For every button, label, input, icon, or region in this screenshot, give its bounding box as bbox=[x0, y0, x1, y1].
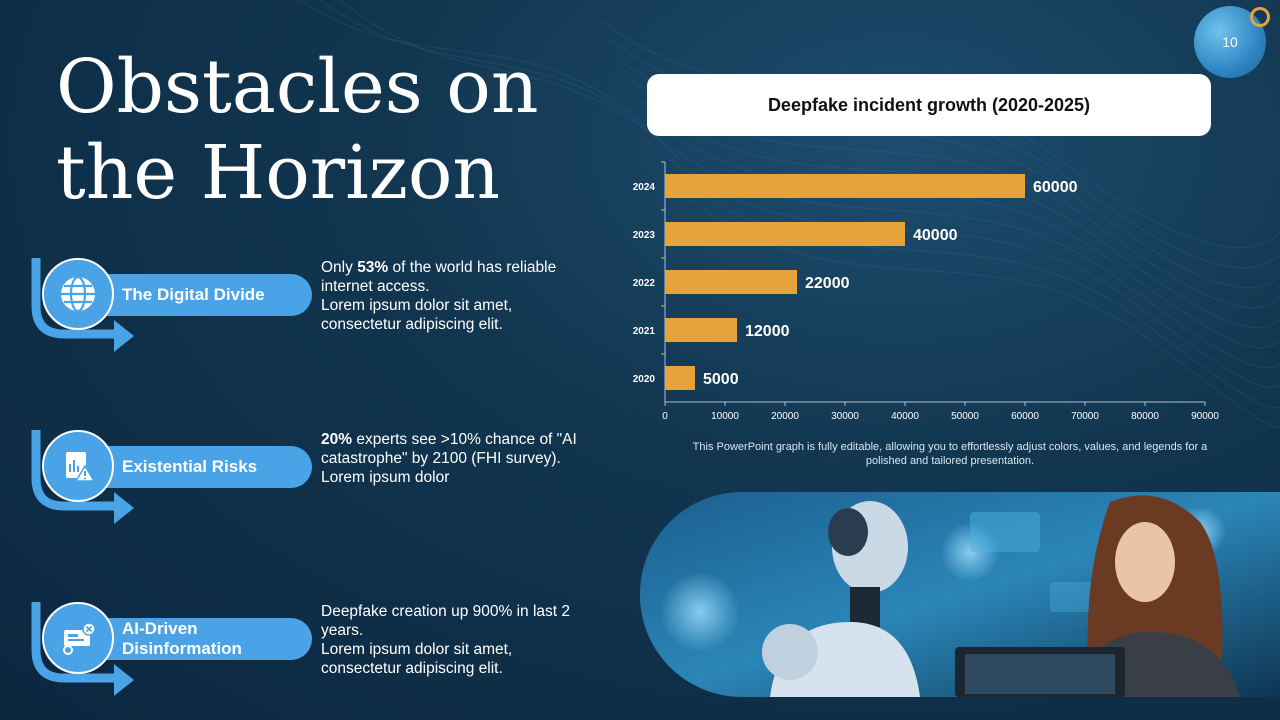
y-tick-label: 2023 bbox=[633, 230, 656, 241]
bracket-arrow bbox=[31, 430, 134, 524]
x-tick-label: 40000 bbox=[891, 411, 919, 422]
x-tick-label: 60000 bbox=[1011, 411, 1039, 422]
chart-note: This PowerPoint graph is fully editable,… bbox=[692, 441, 1208, 467]
slide-title: Obstacles on the Horizon bbox=[56, 44, 616, 216]
x-tick-label: 80000 bbox=[1131, 411, 1159, 422]
highlight-stat: 20% bbox=[321, 431, 353, 448]
x-tick-label: 30000 bbox=[831, 411, 859, 422]
x-tick-label: 20000 bbox=[771, 411, 799, 422]
data-label-2020: 5000 bbox=[703, 371, 739, 388]
decorative-ring bbox=[1250, 7, 1270, 27]
x-tick-label: 10000 bbox=[711, 411, 739, 422]
bar-2024 bbox=[665, 174, 1025, 198]
bar-2021 bbox=[665, 318, 737, 342]
obstacle-label: Existential Risks bbox=[92, 446, 312, 488]
chart-title-box: Deepfake incident growth (2020-2025) bbox=[647, 74, 1211, 136]
x-tick-label: 0 bbox=[662, 411, 668, 422]
title-line-2: the Horizon bbox=[56, 130, 501, 216]
deepfake-bar-chart: 0 10000 20000 30000 40000 50000 60000 70000 8000… bbox=[633, 161, 1219, 422]
bar-2023 bbox=[665, 222, 905, 246]
bar-2022 bbox=[665, 270, 797, 294]
data-label-2021: 12000 bbox=[745, 323, 790, 340]
obstacle-label: AI-Driven Disinformation bbox=[92, 618, 312, 660]
bracket-arrow bbox=[31, 602, 134, 696]
fake-card-icon bbox=[42, 602, 114, 674]
obstacle-description: Deepfake creation up 900% in last 2 year… bbox=[321, 603, 571, 677]
highlight-stat: 53% bbox=[357, 259, 389, 276]
data-label-2022: 22000 bbox=[805, 275, 850, 292]
robot-and-woman-illustration bbox=[640, 492, 1280, 697]
x-tick-label: 90000 bbox=[1191, 411, 1219, 422]
obstacle-item-existential-risks: Existential Risks 20% experts see >10% c… bbox=[0, 430, 600, 540]
x-tick-label: 70000 bbox=[1071, 411, 1099, 422]
globe-icon bbox=[42, 258, 114, 330]
bracket-arrow bbox=[31, 258, 134, 352]
data-label-2023: 40000 bbox=[913, 227, 958, 244]
obstacle-description: Only 53% of the world has reliable inter… bbox=[321, 259, 557, 333]
title-line-1: Obstacles on bbox=[56, 44, 539, 130]
y-tick-label: 2022 bbox=[633, 278, 656, 289]
obstacle-description: 20% experts see >10% chance of "AI catas… bbox=[321, 431, 577, 486]
bar-2020 bbox=[665, 366, 695, 390]
obstacle-item-ai-disinformation: AI-Driven Disinformation Deepfake creati… bbox=[0, 602, 600, 712]
risk-document-icon bbox=[42, 430, 114, 502]
obstacle-label: The Digital Divide bbox=[92, 274, 312, 316]
data-label-2024: 60000 bbox=[1033, 179, 1078, 196]
y-tick-label: 2020 bbox=[633, 374, 656, 385]
y-tick-label: 2021 bbox=[633, 326, 656, 337]
obstacle-item-digital-divide: The Digital Divide Only 53% of the world… bbox=[0, 258, 600, 368]
chart-title: Deepfake incident growth (2020-2025) bbox=[767, 94, 1091, 115]
page-number: 10 bbox=[1222, 34, 1238, 50]
x-tick-label: 50000 bbox=[951, 411, 979, 422]
y-tick-label: 2024 bbox=[633, 182, 656, 193]
